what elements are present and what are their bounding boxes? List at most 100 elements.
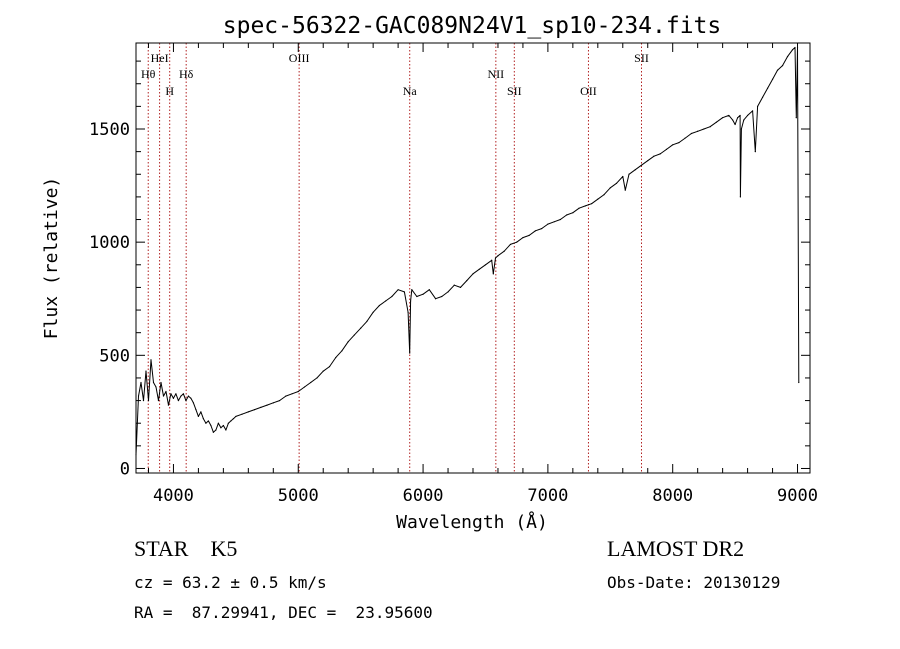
spectrum-point [659, 153, 661, 155]
spectrum-point [150, 359, 152, 361]
spectrum-point [497, 255, 499, 257]
spectrum-point [603, 194, 605, 196]
spectrum-point [137, 395, 140, 397]
spectrum-point [247, 411, 249, 413]
chart-title: spec-56322-GAC089N24V1_sp10-234.fits [223, 13, 722, 39]
spectrum-point [202, 418, 204, 420]
spectrum-point [634, 169, 636, 171]
spectrum-point [453, 284, 455, 286]
spectrum-point [791, 49, 794, 51]
spectrum-point [197, 415, 200, 418]
spectrum-point [434, 298, 437, 300]
spectrum-point [781, 65, 784, 67]
spectrum-point [142, 399, 145, 402]
spectrum-point [212, 431, 214, 433]
y-tick-label: 500 [99, 346, 130, 366]
spectrum-point [509, 243, 512, 246]
spectrum-point [798, 381, 800, 384]
spectrum-point [316, 377, 318, 379]
spectrum-point [341, 350, 343, 352]
spectrum-point [310, 381, 312, 384]
spectrum-point [737, 117, 739, 119]
spectrum-point [378, 304, 380, 307]
spectral-line-label: OII [580, 84, 597, 98]
spectrum-point [756, 105, 759, 107]
spectral-line-label: HeI [151, 51, 169, 65]
spectrum-point [162, 395, 165, 397]
spectrum-line [135, 47, 800, 455]
spectrum-point [409, 300, 412, 302]
spectrum-point [572, 212, 574, 214]
spectrum-point [397, 289, 399, 291]
spectrum-point [285, 395, 287, 397]
spectrum-point [615, 182, 618, 184]
spectrum-point [547, 223, 549, 225]
spectral-line-label: SII [634, 51, 649, 65]
spectrum-point [385, 300, 387, 302]
spectrum-point [528, 234, 530, 236]
spectrum-point [232, 418, 234, 420]
spectrum-point [207, 420, 209, 422]
plot-frame [135, 42, 811, 474]
spectrum-point [743, 119, 745, 121]
spectrum-point [227, 422, 229, 424]
spectral-line-label: OIII [289, 51, 310, 65]
obs-date-text: Obs-Date: 20130129 [607, 573, 781, 592]
spectrum-point [715, 121, 717, 123]
spectrum-point [640, 164, 643, 166]
spectrum-point [182, 393, 185, 395]
survey-label: LAMOST DR2 [607, 536, 745, 561]
spectrum-point [172, 397, 175, 399]
spectrum-point [590, 203, 593, 205]
spectrum-point [776, 69, 779, 71]
x-tick-label: 9000 [777, 486, 818, 506]
spectrum-point [478, 268, 480, 270]
spectrum-point [167, 404, 170, 406]
spectrum-point [328, 366, 331, 368]
spectrum-point [241, 413, 243, 415]
spectrum-point [766, 87, 769, 89]
spectrum-point [155, 386, 157, 388]
spectrum-point [152, 381, 155, 384]
spectrum-point [220, 427, 222, 429]
x-tick-label: 7000 [527, 486, 568, 506]
redshift-text: cz = 63.2 ± 0.5 km/s [134, 573, 327, 592]
spectrum-point [180, 395, 182, 397]
spectrum-point [215, 429, 217, 431]
spectrum-point [534, 230, 537, 232]
spectrum-point [746, 114, 749, 117]
spectrum-point [516, 241, 518, 243]
spectrum-point [690, 132, 693, 135]
spectrum-point [217, 422, 219, 424]
spectrum-point [584, 205, 586, 207]
spectrum-point [253, 409, 256, 411]
spectrum-point [366, 320, 368, 322]
spectrum-point [739, 196, 741, 198]
spectrum-point [628, 173, 630, 175]
spectrum-point [697, 130, 699, 132]
spectrum-point [222, 424, 224, 427]
spectrum-point [409, 352, 411, 354]
x-tick-label: 8000 [652, 486, 693, 506]
spectrum-point [353, 334, 356, 336]
spectrum-point [140, 381, 142, 384]
coordinates-text: RA = 87.29941, DEC = 23.95600 [134, 603, 433, 622]
spectrum-point [230, 420, 232, 422]
spectrum-point [739, 114, 741, 117]
spectrum-point [235, 415, 237, 418]
spectral-line-label: Hδ [179, 67, 194, 81]
spectrum-point [484, 264, 487, 266]
spectrum-point [751, 110, 754, 112]
spectrum-point [566, 214, 568, 216]
spectrum-point [609, 187, 611, 189]
spectrum-point [187, 395, 190, 397]
spectrum-point [297, 390, 299, 393]
spectrum-point [278, 399, 281, 402]
spectrum-point [291, 393, 293, 395]
spectral-line-label: Na [403, 84, 418, 98]
spectral-line-label: NII [488, 67, 505, 81]
spectrum-point [303, 386, 306, 388]
spectrum-point [165, 390, 167, 393]
spectrum-point [200, 411, 202, 413]
